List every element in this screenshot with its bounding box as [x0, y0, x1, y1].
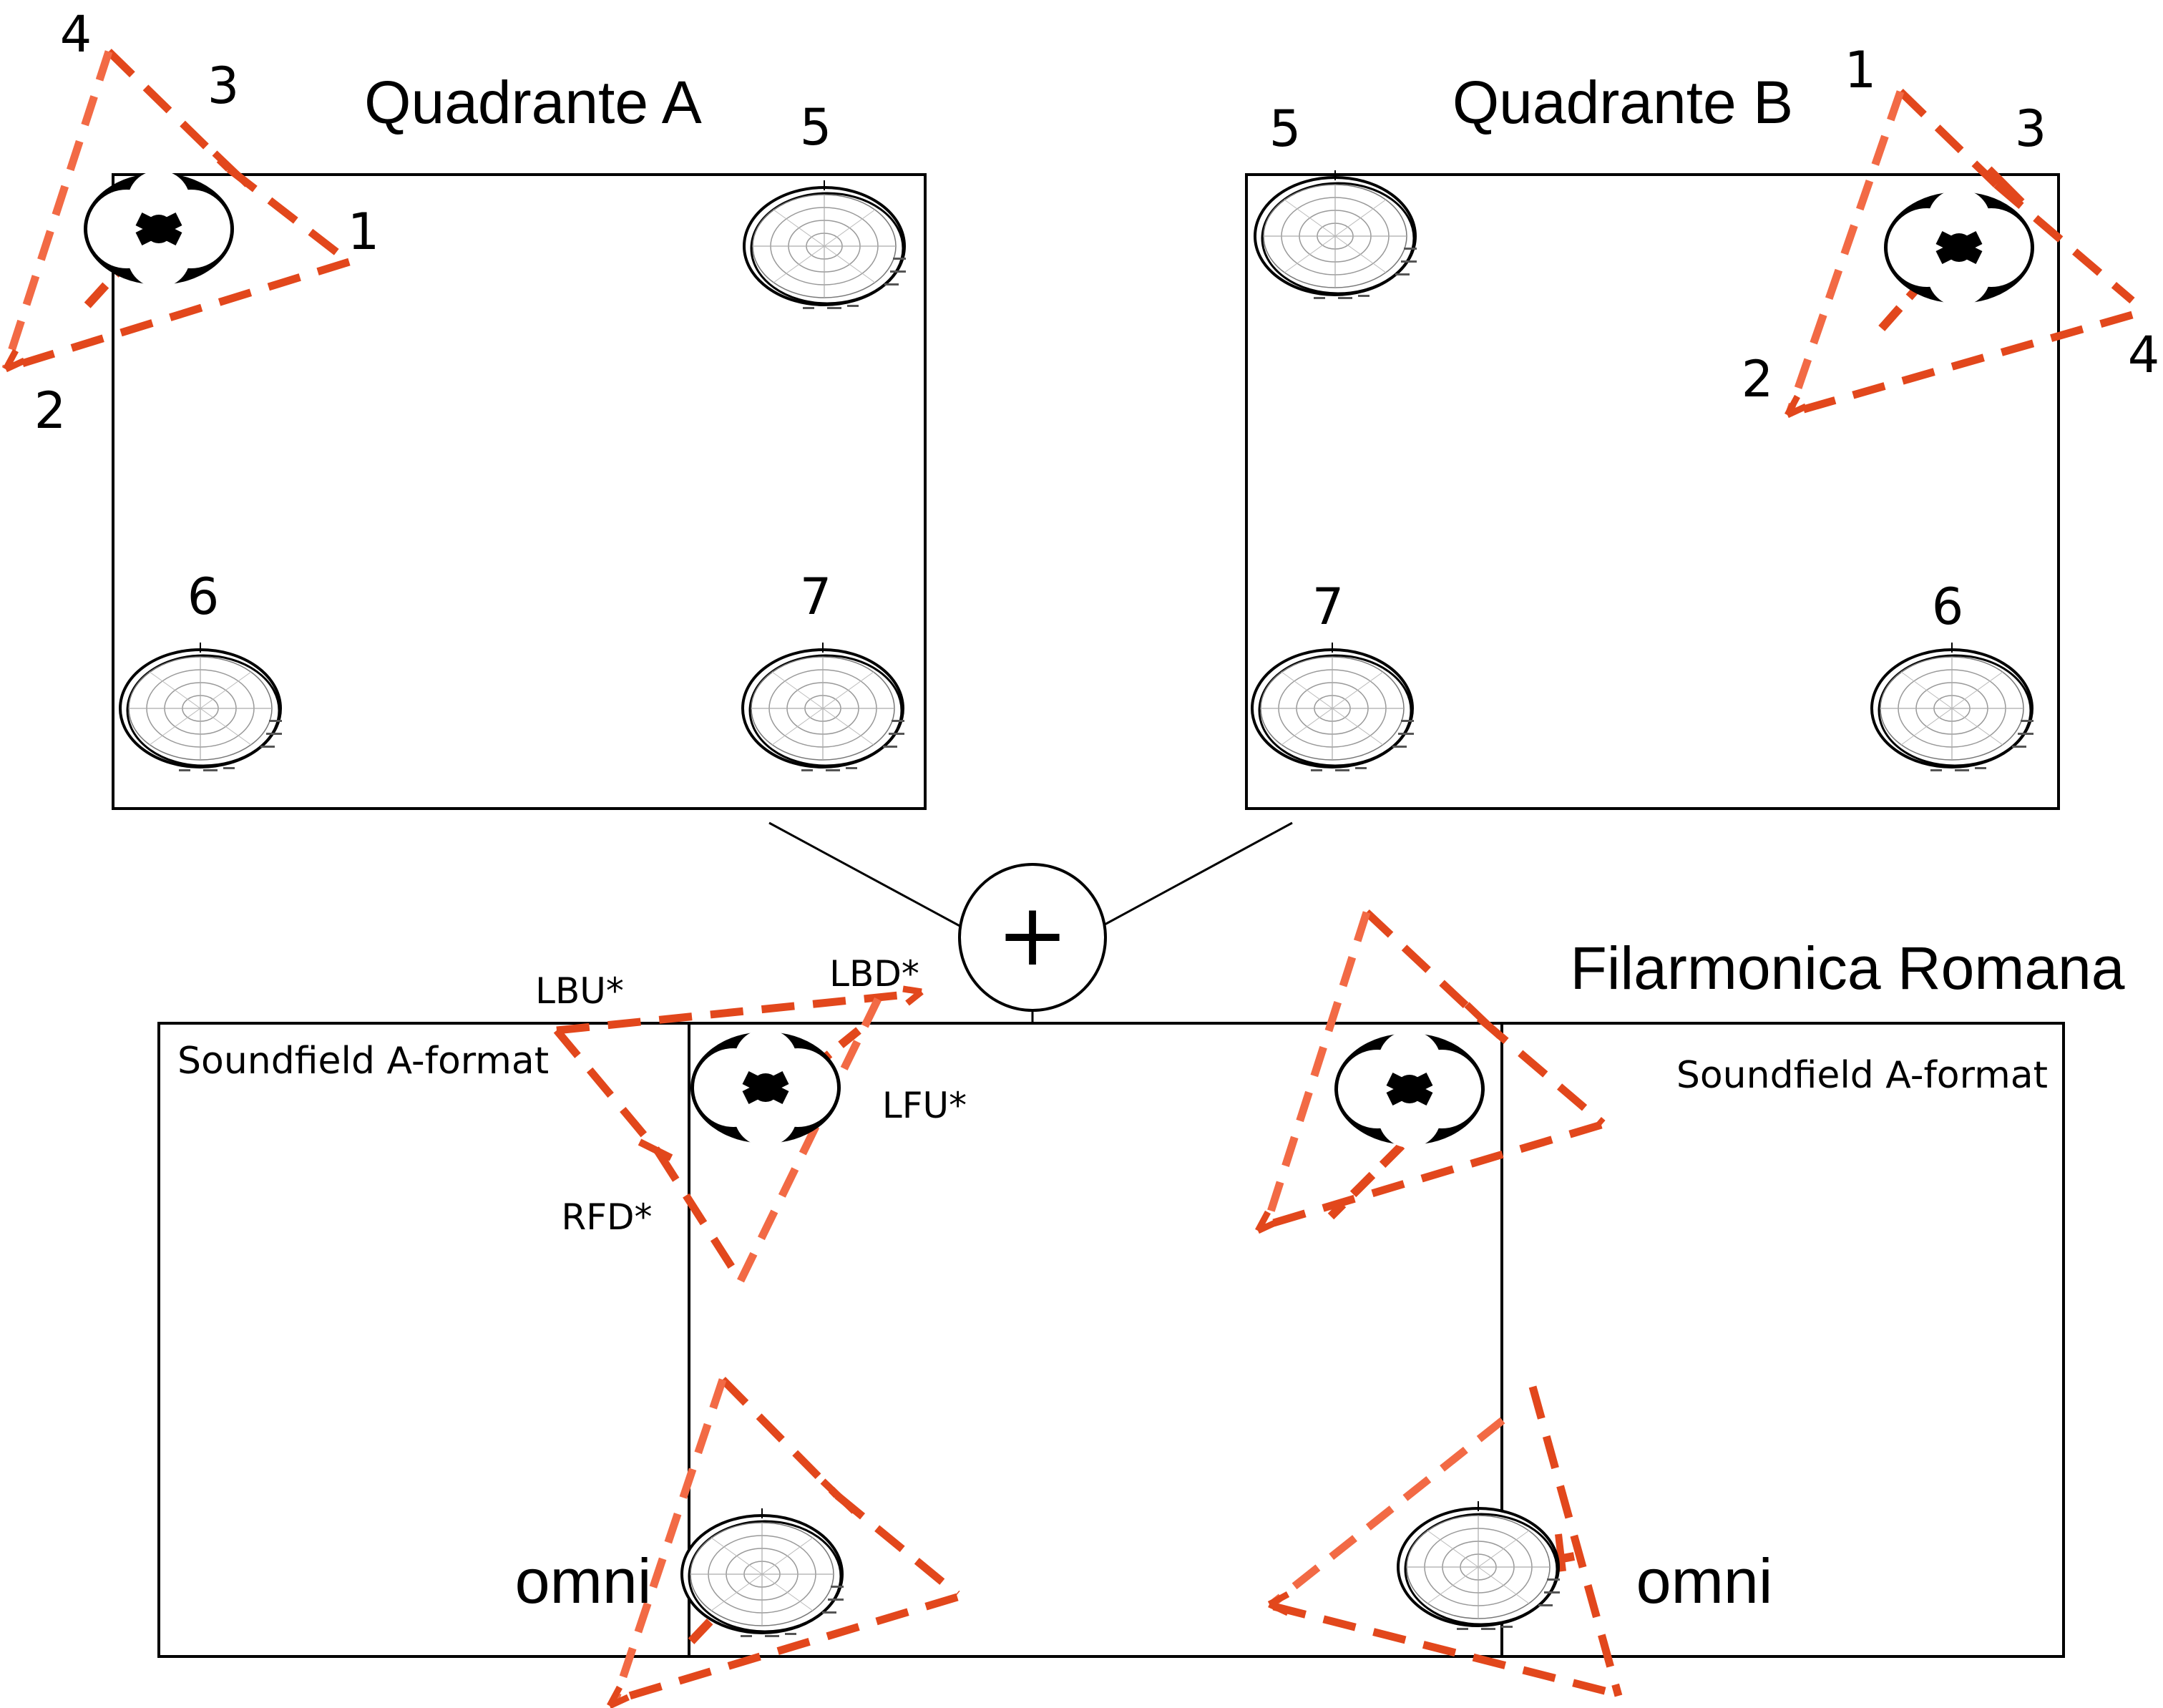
capsule-label-lbu: LBU* — [535, 970, 624, 1012]
quadrant-b-frame — [1245, 173, 2060, 810]
capsule-label-lbd: LBD* — [829, 953, 919, 995]
combine-node: + — [768, 821, 1293, 1023]
quadrant-a-direction-triangle — [1, 49, 352, 373]
soundfield-label-right: Soundfield A-format — [1676, 1054, 2048, 1097]
omni-polar-icon — [1251, 641, 1415, 773]
omni-label-right: omni — [1636, 1546, 1773, 1616]
quadrant-b-label-5: 5 — [1269, 99, 1302, 158]
omni-polar-icon — [1870, 641, 2035, 773]
hall-outer-frame — [157, 1022, 2065, 1658]
quadrant-b-label-6: 6 — [1932, 577, 1964, 636]
quadrant-a-label-3: 3 — [207, 57, 240, 115]
plus-circle — [958, 863, 1107, 1012]
quadrant-a-label-1: 1 — [348, 202, 380, 261]
hall-stage-frame — [688, 1022, 1503, 1658]
omni-polar-icon — [680, 1507, 845, 1639]
hall-plan: Filarmonica Romana Soundfield A-format S… — [157, 909, 2125, 1708]
quadrant-a-label-4: 4 — [60, 5, 92, 64]
omni-polar-icon — [743, 179, 907, 311]
quadrant-b-label-4: 4 — [2128, 326, 2160, 384]
quadrant-a-title: Quadrante A — [364, 69, 702, 136]
omni-polar-icon — [1254, 169, 1418, 301]
omni-polar-icon — [119, 641, 283, 773]
quadrant-a: Quadrante A 4 3 1 2 5 6 7 — [1, 5, 927, 810]
quadrant-a-label-2: 2 — [34, 381, 67, 440]
omni-polar-icon — [741, 641, 906, 773]
omni-label-left: omni — [515, 1546, 652, 1616]
figure-eight-mic-icon — [1884, 189, 2034, 306]
capsule-label-lfu: LFU* — [882, 1085, 967, 1126]
quadrant-a-label-5: 5 — [800, 98, 832, 157]
plus-icon: + — [997, 886, 1069, 985]
quadrant-b-label-1: 1 — [1845, 41, 1877, 99]
quadrant-a-frame — [112, 173, 927, 810]
figure-eight-mic-icon — [84, 170, 234, 288]
omni-polar-icon — [1397, 1500, 1561, 1631]
quadrant-a-label-6: 6 — [187, 567, 220, 626]
hall-title: Filarmonica Romana — [1571, 934, 2125, 1002]
figure-eight-mic-icon — [1334, 1030, 1485, 1148]
soundfield-label-left: Soundfield A-format — [177, 1040, 549, 1083]
quadrant-a-label-7: 7 — [800, 567, 832, 626]
quadrant-b-label-7: 7 — [1312, 577, 1344, 636]
quadrant-b-title: Quadrante B — [1452, 69, 1793, 136]
capsule-label-rfd: RFD* — [561, 1196, 652, 1238]
quadrant-b-label-2: 2 — [1742, 350, 1774, 409]
quadrant-b: Quadrante B 1 3 4 2 5 7 6 — [1245, 41, 2160, 810]
quadrant-b-label-3: 3 — [2015, 99, 2047, 158]
quadrant-b-direction-triangle — [1784, 89, 2135, 419]
